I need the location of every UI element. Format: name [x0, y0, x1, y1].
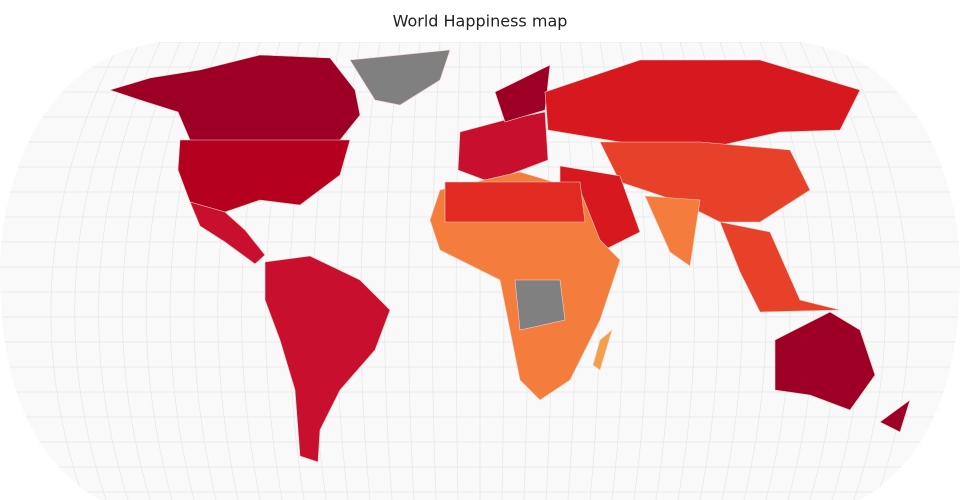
country	[592, 329, 613, 371]
graticule-line	[408, 42, 421, 500]
graticule-line	[455, 42, 461, 500]
countries	[109, 49, 911, 463]
country	[719, 221, 841, 313]
graticule-line	[384, 42, 401, 500]
country	[644, 195, 701, 267]
map-title: World Happiness map	[393, 12, 568, 31]
country	[189, 201, 266, 265]
country	[264, 255, 391, 463]
graticule-line	[360, 42, 381, 500]
country	[109, 54, 361, 146]
graticule-line	[98, 42, 161, 500]
graticule-line	[431, 42, 441, 500]
graticule-line	[74, 42, 141, 500]
country	[177, 139, 351, 213]
country	[599, 141, 811, 223]
country	[494, 64, 551, 123]
country	[444, 181, 586, 223]
country	[349, 49, 451, 106]
graticule-line	[839, 42, 910, 500]
country	[774, 311, 876, 411]
country	[879, 399, 911, 433]
country	[514, 279, 566, 331]
country	[544, 59, 861, 151]
graticule-line	[50, 42, 121, 500]
